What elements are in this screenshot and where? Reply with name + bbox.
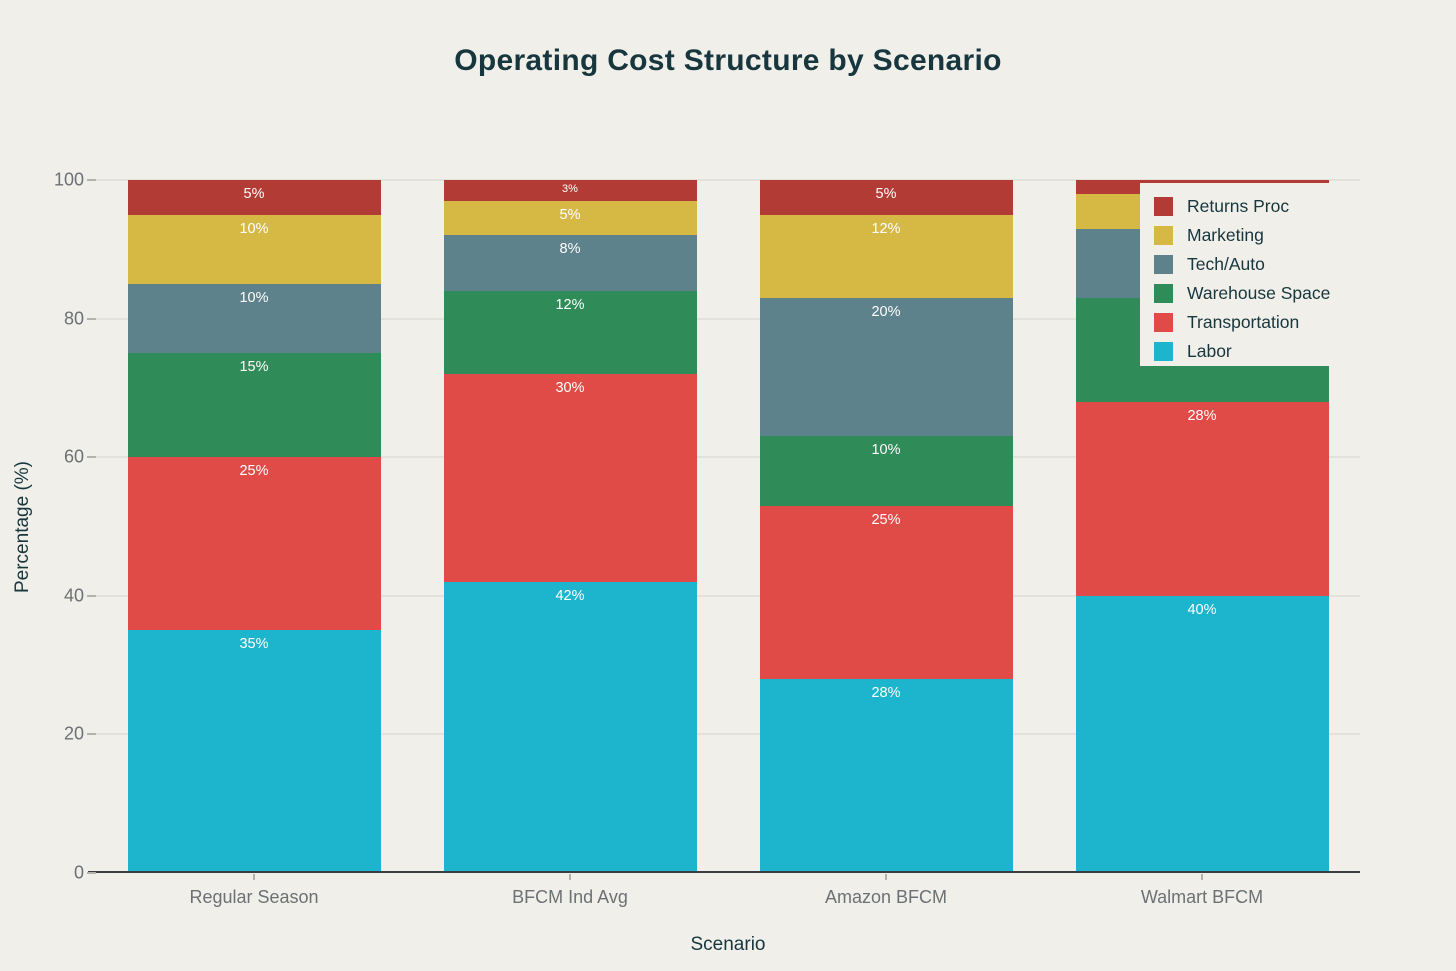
segment-marketing: 10% (127, 214, 381, 284)
segment-label: 12% (555, 296, 585, 313)
gridline-80 (96, 317, 1360, 320)
x-tick-label-amazon-bfcm: Amazon BFCM (824, 887, 948, 907)
y-tick-label-20: 20 (63, 723, 84, 744)
bar-regular-season: 35% 25% 15% 10% 10% 5% (127, 180, 381, 873)
segment-tech-auto: 8% (443, 235, 697, 291)
segment-label: 15% (239, 359, 269, 376)
legend-swatch-marketing (1154, 226, 1173, 245)
segment-returns-proc: 5% (759, 180, 1013, 215)
legend-swatch-warehouse-space (1154, 284, 1173, 303)
segment-marketing: 5% (443, 200, 697, 236)
segment-label: 28% (1187, 407, 1217, 424)
legend-swatch-labor (1154, 342, 1173, 361)
y-tick-mark-100 (87, 179, 96, 181)
legend-item-transportation: Transportation (1154, 308, 1456, 337)
y-tick-label-80: 80 (63, 308, 84, 329)
segment-warehouse-space: 12% (443, 290, 697, 375)
segment-label: 5% (243, 186, 265, 203)
segment-label: 10% (239, 289, 269, 306)
gridline-20 (96, 733, 1360, 736)
x-tick-mark-bfcm-ind-avg (569, 874, 571, 880)
segment-marketing: 12% (759, 214, 1013, 298)
y-tick-mark-0 (87, 872, 96, 874)
segment-returns-proc: 3% (443, 180, 697, 201)
legend-label: Marketing (1187, 225, 1264, 245)
x-axis-title: Scenario (690, 934, 766, 955)
legend-swatch-tech-auto (1154, 255, 1173, 274)
segment-tech-auto: 10% (127, 283, 381, 354)
legend-item-warehouse-space: Warehouse Space (1154, 279, 1456, 308)
y-tick-mark-80 (87, 317, 96, 320)
segment-label: 10% (239, 220, 269, 237)
gridline-60 (96, 456, 1360, 459)
segment-transportation: 25% (759, 505, 1013, 679)
legend-item-labor: Labor (1154, 337, 1456, 366)
segment-tech-auto: 20% (759, 297, 1013, 437)
segment-label: 42% (555, 587, 585, 604)
legend-label: Labor (1187, 341, 1232, 361)
segment-labor: 40% (1075, 595, 1329, 873)
y-tick-label-0: 0 (73, 862, 84, 883)
y-axis-title: Percentage (%) (12, 460, 33, 594)
gridline-40 (96, 594, 1360, 597)
y-tick-label-60: 60 (63, 446, 84, 467)
segment-transportation: 30% (443, 374, 697, 582)
segment-label: 8% (559, 241, 581, 258)
y-tick-label-40: 40 (63, 585, 84, 606)
y-tick-mark-40 (87, 594, 96, 597)
legend-item-marketing: Marketing (1154, 221, 1456, 250)
chart-title: Operating Cost Structure by Scenario (454, 44, 1002, 77)
segment-labor: 35% (127, 630, 381, 873)
legend-label: Warehouse Space (1187, 283, 1331, 303)
segment-returns-proc: 5% (127, 180, 381, 215)
x-axis-line (88, 871, 1360, 873)
segment-warehouse-space: 10% (759, 436, 1013, 506)
y-tick-mark-60 (87, 456, 96, 459)
x-tick-mark-walmart-bfcm (1201, 874, 1203, 880)
x-tick-mark-regular-season (253, 874, 255, 880)
legend-item-tech-auto: Tech/Auto (1154, 250, 1456, 279)
segment-label: 20% (871, 303, 901, 320)
segment-labor: 28% (759, 678, 1013, 873)
segment-label: 35% (239, 636, 269, 653)
y-tick-mark-20 (87, 733, 96, 736)
x-tick-mark-amazon-bfcm (885, 874, 887, 880)
segment-transportation: 25% (127, 457, 381, 631)
segment-label: 5% (875, 186, 897, 203)
bar-bfcm-ind-avg: 42% 30% 12% 8% 5% 3% (443, 180, 697, 873)
segment-label: 10% (871, 442, 901, 459)
legend-swatch-returns-proc (1154, 197, 1173, 216)
segment-label: 5% (559, 206, 581, 223)
legend-label: Transportation (1187, 312, 1300, 332)
gridline-100 (96, 179, 1360, 181)
segment-label: 40% (1187, 601, 1217, 618)
x-tick-label-regular-season: Regular Season (189, 887, 319, 907)
segment-labor: 42% (443, 581, 697, 873)
segment-label: 25% (871, 511, 901, 528)
x-tick-label-bfcm-ind-avg: BFCM Ind Avg (512, 887, 628, 907)
segment-label: 12% (871, 220, 901, 237)
segment-warehouse-space: 15% (127, 353, 381, 458)
legend-swatch-transportation (1154, 313, 1173, 332)
segment-label: 3% (562, 183, 578, 196)
legend-label: Returns Proc (1187, 196, 1290, 216)
legend: Returns Proc Marketing Tech/Auto Warehouse … (1140, 183, 1456, 366)
segment-label: 28% (871, 684, 901, 701)
legend-label: Tech/Auto (1187, 254, 1265, 274)
legend-item-returns-proc: Returns Proc (1154, 192, 1456, 221)
segment-label: 25% (239, 463, 269, 480)
bar-amazon-bfcm: 28% 25% 10% 20% 12% 5% (759, 180, 1013, 873)
y-tick-label-100: 100 (53, 169, 84, 190)
segment-label: 30% (555, 380, 585, 397)
segment-transportation: 28% (1075, 401, 1329, 596)
x-tick-label-walmart-bfcm: Walmart BFCM (1140, 887, 1264, 907)
